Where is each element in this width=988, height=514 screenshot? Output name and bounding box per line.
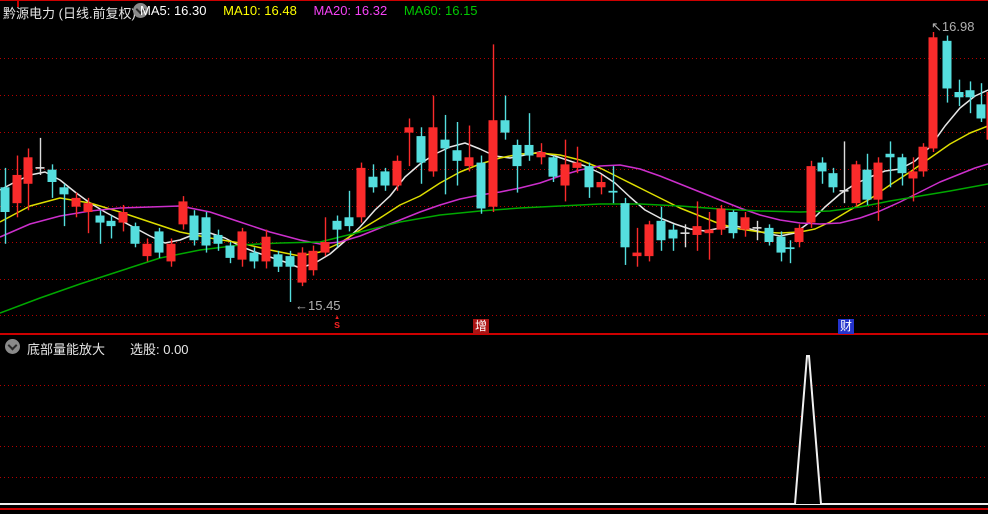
ma-values-row: MA5: 16.30 MA10: 16.48 MA20: 16.32 MA60:… xyxy=(140,3,491,18)
zeng-event-badge[interactable]: 增 xyxy=(473,319,490,334)
signal-s-marker: ▲ s xyxy=(334,315,341,331)
cai-event-badge[interactable]: 财 xyxy=(838,319,855,334)
ma60-label: MA60: 16.15 xyxy=(403,3,478,18)
ma10-label: MA10: 16.48 xyxy=(223,3,297,18)
high-arrow-icon: ↖ xyxy=(931,19,942,34)
ma20-label: MA20: 16.32 xyxy=(313,3,388,18)
panel-divider-line xyxy=(0,333,988,335)
low-price-label: ←15.45 xyxy=(295,298,341,313)
signal-caret-icon: ▲ xyxy=(334,315,341,321)
high-price-label: ↖16.98 xyxy=(931,19,975,34)
low-arrow-icon: ← xyxy=(295,298,308,313)
sub-indicator-header: 底部量能放大 选股: 0.00 xyxy=(0,339,988,357)
sub-grid-layer xyxy=(0,385,988,478)
ma5-label: MA5: 16.30 xyxy=(140,3,207,18)
indicator-value-label: 选股: 0.00 xyxy=(130,342,189,357)
sub-chart-canvas[interactable] xyxy=(0,334,988,514)
main-chart-canvas[interactable] xyxy=(0,0,988,334)
signal-spike-marker xyxy=(794,355,822,505)
top-border-line xyxy=(0,0,988,1)
collapse-main-chevron-icon[interactable] xyxy=(133,3,148,18)
indicator-name-label: 底部量能放大 xyxy=(27,342,106,357)
collapse-sub-chevron-icon[interactable] xyxy=(5,339,20,354)
stock-title: 黔源电力 (日线.前复权) xyxy=(3,6,136,21)
candles-layer xyxy=(0,32,988,302)
top-axis-tick xyxy=(17,0,19,7)
main-chart-header: 黔源电力 (日线.前复权) MA5: 16.30 MA10: 16.48 MA2… xyxy=(0,0,988,21)
